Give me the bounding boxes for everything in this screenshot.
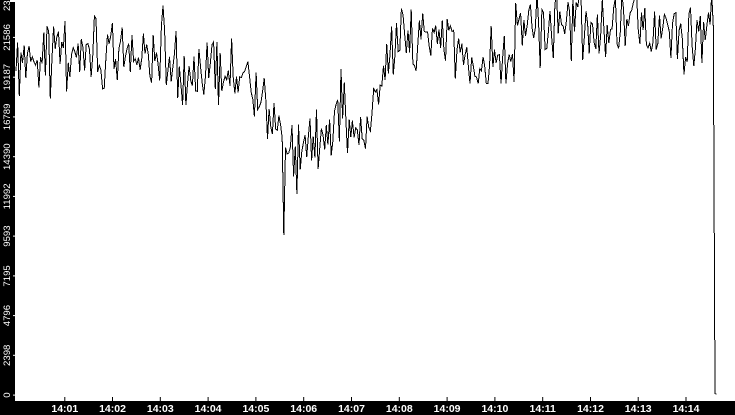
svg-text:14:12: 14:12 <box>577 403 604 415</box>
svg-text:14390: 14390 <box>2 143 13 170</box>
svg-text:2398: 2398 <box>2 345 13 366</box>
svg-text:19187: 19187 <box>2 64 13 91</box>
svg-text:14:03: 14:03 <box>147 403 174 415</box>
svg-text:16789: 16789 <box>2 104 13 131</box>
svg-text:14:05: 14:05 <box>242 403 269 415</box>
svg-text:14:04: 14:04 <box>195 403 222 415</box>
svg-text:14:06: 14:06 <box>290 403 317 415</box>
svg-text:14:11: 14:11 <box>530 403 556 415</box>
svg-text:9593: 9593 <box>2 225 13 246</box>
svg-text:14:14: 14:14 <box>673 403 700 415</box>
svg-text:11992: 11992 <box>2 183 13 209</box>
svg-text:14:08: 14:08 <box>386 403 413 415</box>
svg-text:14:10: 14:10 <box>481 403 508 415</box>
svg-text:14:13: 14:13 <box>625 403 652 415</box>
svg-text:4796: 4796 <box>2 305 13 326</box>
svg-text:14:09: 14:09 <box>434 403 461 415</box>
svg-text:14:02: 14:02 <box>99 403 126 415</box>
svg-text:14:07: 14:07 <box>338 403 365 415</box>
svg-text:7195: 7195 <box>2 265 13 286</box>
svg-text:21586: 21586 <box>2 24 13 51</box>
svg-text:0: 0 <box>2 392 13 397</box>
svg-text:14:01: 14:01 <box>51 403 78 415</box>
